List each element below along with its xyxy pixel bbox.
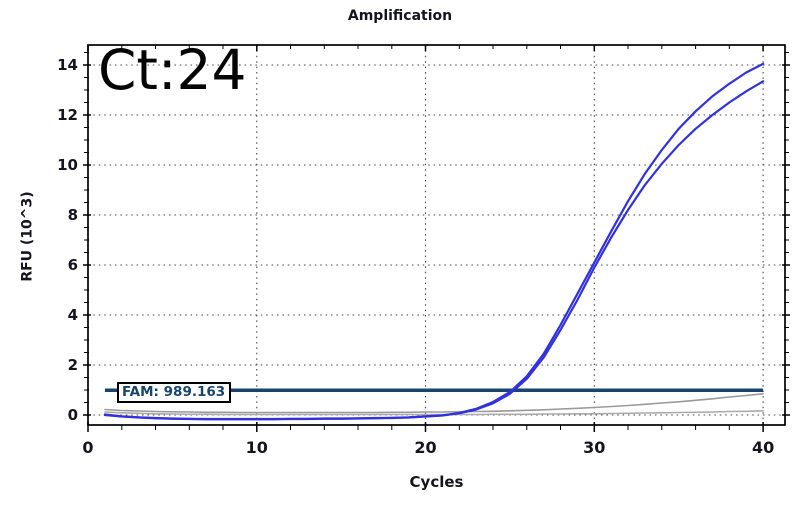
ytick-label: 10 xyxy=(57,156,78,174)
series-gray-2 xyxy=(104,409,764,416)
xtick-label: 20 xyxy=(414,438,436,457)
series-blue-2 xyxy=(103,80,765,421)
y-axis-label: RFU (10^3) xyxy=(19,191,36,282)
ct-annotation: Ct:24 xyxy=(98,38,247,102)
xtick-label: 30 xyxy=(583,438,605,457)
ytick-label: 4 xyxy=(68,306,78,324)
plot-frame xyxy=(87,44,786,426)
ytick-label: 2 xyxy=(68,356,78,374)
ytick-label: 6 xyxy=(68,256,78,274)
xtick-label: 40 xyxy=(752,438,774,457)
series-blue-1 xyxy=(103,62,765,421)
x-axis-label: Cycles xyxy=(409,473,464,491)
xtick-label: 10 xyxy=(246,438,268,457)
ytick-label: 8 xyxy=(68,206,78,224)
ytick-label: 14 xyxy=(57,56,78,74)
ytick-label: 12 xyxy=(57,106,78,124)
xtick-label: 0 xyxy=(82,438,93,457)
threshold-label: FAM: 989.163 xyxy=(117,382,232,403)
chart-title: Amplification xyxy=(347,8,453,24)
ytick-label: 0 xyxy=(68,406,78,424)
series-gray-1 xyxy=(104,392,764,414)
